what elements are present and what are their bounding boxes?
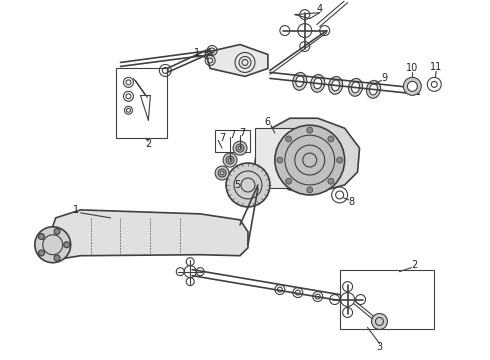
Text: 2: 2 (411, 260, 417, 270)
Text: 7: 7 (229, 130, 235, 140)
Circle shape (277, 157, 283, 163)
Circle shape (64, 242, 70, 248)
Polygon shape (49, 210, 248, 260)
Circle shape (307, 187, 313, 193)
Circle shape (337, 157, 343, 163)
Text: 2: 2 (145, 139, 151, 149)
Circle shape (275, 125, 344, 195)
Text: 5: 5 (234, 180, 240, 190)
Ellipse shape (293, 72, 307, 90)
Text: 7: 7 (219, 133, 225, 143)
Text: 8: 8 (348, 197, 355, 207)
Text: 9: 9 (381, 73, 388, 84)
Circle shape (307, 127, 313, 133)
Bar (255, 128, 319, 188)
Circle shape (215, 166, 229, 180)
Text: 6: 6 (265, 117, 271, 127)
Ellipse shape (329, 76, 343, 94)
Ellipse shape (367, 80, 381, 98)
Ellipse shape (351, 82, 360, 93)
Text: 4: 4 (317, 4, 323, 14)
Circle shape (328, 136, 334, 142)
Polygon shape (255, 118, 360, 192)
Ellipse shape (332, 80, 340, 91)
Bar (215, 130, 250, 152)
Ellipse shape (311, 75, 325, 92)
Circle shape (39, 234, 45, 239)
Ellipse shape (296, 76, 304, 87)
Ellipse shape (369, 84, 377, 95)
Circle shape (35, 227, 71, 263)
Circle shape (54, 255, 60, 261)
Circle shape (371, 314, 388, 329)
Text: 11: 11 (430, 62, 442, 72)
Circle shape (39, 250, 45, 256)
Circle shape (233, 141, 247, 155)
Text: 10: 10 (406, 63, 418, 73)
Bar (340, 270, 434, 329)
Text: 1: 1 (73, 205, 79, 215)
Circle shape (286, 136, 292, 142)
Circle shape (286, 178, 292, 184)
Ellipse shape (314, 78, 322, 89)
Circle shape (407, 81, 417, 91)
Circle shape (223, 153, 237, 167)
Bar (116, 68, 167, 138)
Text: 3: 3 (376, 342, 383, 352)
Circle shape (328, 178, 334, 184)
Circle shape (226, 163, 270, 207)
Circle shape (403, 77, 421, 95)
Text: 7: 7 (239, 128, 245, 138)
Polygon shape (205, 45, 268, 76)
Text: 1: 1 (194, 49, 200, 58)
Ellipse shape (348, 78, 363, 96)
Circle shape (54, 229, 60, 234)
